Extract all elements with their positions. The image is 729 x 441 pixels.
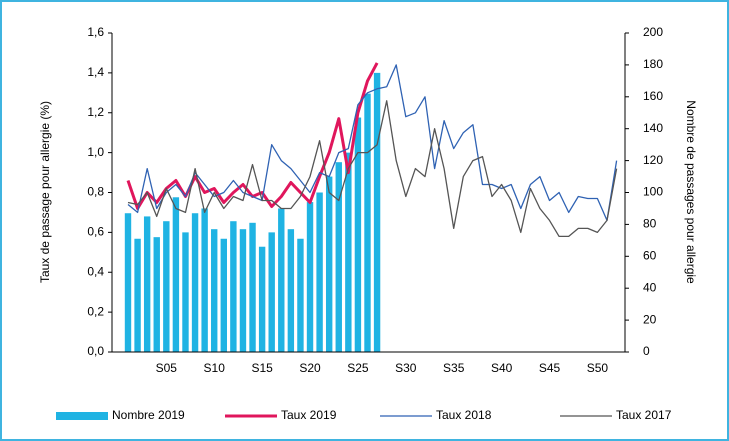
y2-tick-label: 60 — [643, 248, 657, 262]
line — [127, 64, 618, 222]
x-tick-label: S45 — [539, 361, 561, 375]
bar — [153, 237, 160, 352]
line — [127, 100, 618, 238]
x-tick-label: S05 — [156, 361, 178, 375]
y-tick-label: 1,6 — [87, 25, 104, 39]
bar — [239, 229, 247, 352]
y2-tick-label: 180 — [643, 57, 663, 71]
legend-label: Taux 2017 — [616, 408, 672, 422]
bar — [172, 197, 180, 352]
x-tick-label: S20 — [299, 361, 321, 375]
y2-tick-label: 0 — [643, 344, 650, 358]
bar — [325, 176, 333, 352]
bar — [220, 238, 227, 352]
y2-tick-label: 100 — [643, 185, 663, 199]
y2-tick-label: 200 — [643, 25, 663, 39]
y2-tick-label: 80 — [643, 217, 657, 231]
y2-tick-label: 160 — [643, 89, 663, 103]
x-tick-label: S35 — [443, 361, 465, 375]
y-tick-label: 0,6 — [87, 225, 104, 239]
bar — [316, 192, 323, 352]
bar — [335, 162, 342, 352]
x-tick-label: S50 — [587, 361, 609, 375]
bar — [191, 213, 199, 352]
y-tick-label: 0,2 — [87, 304, 104, 318]
legend-label: Taux 2018 — [436, 408, 492, 422]
y2-tick-label: 140 — [643, 121, 663, 135]
bar — [373, 72, 381, 352]
y2-axis-label: Nombre de passages pour allergie — [684, 100, 698, 284]
bar — [201, 208, 208, 352]
bar — [297, 238, 304, 352]
x-tick-label: S15 — [251, 361, 273, 375]
y-tick-label: 1,0 — [87, 145, 104, 159]
bar — [230, 221, 237, 352]
legend-label: Taux 2019 — [281, 408, 337, 422]
bar — [143, 216, 151, 352]
legend-label: Nombre 2019 — [112, 408, 185, 422]
y-tick-label: 1,2 — [87, 105, 104, 119]
bar — [306, 202, 314, 352]
bar — [211, 229, 218, 352]
bar — [182, 232, 189, 352]
y-axis-label: Taux de passage pour allergie (%) — [38, 101, 52, 283]
y-tick-label: 1,4 — [87, 65, 104, 79]
bar — [345, 152, 352, 352]
bar — [134, 238, 141, 352]
y-tick-label: 0,8 — [87, 185, 104, 199]
legend-swatch — [56, 412, 108, 420]
y-tick-label: 0,0 — [87, 344, 104, 358]
y-tick-label: 0,4 — [87, 264, 104, 278]
x-tick-label: S30 — [395, 361, 417, 375]
x-tick-label: S40 — [491, 361, 513, 375]
x-tick-label: S10 — [204, 361, 226, 375]
bar — [124, 213, 132, 352]
x-tick-label: S25 — [347, 361, 369, 375]
bar — [258, 246, 266, 352]
y2-tick-label: 20 — [643, 312, 657, 326]
y2-tick-label: 40 — [643, 280, 657, 294]
bar — [268, 232, 275, 352]
bar — [278, 208, 285, 352]
y2-tick-label: 120 — [643, 153, 663, 167]
bar — [249, 222, 256, 352]
bar — [287, 229, 295, 352]
bar — [163, 221, 170, 352]
bar — [354, 117, 362, 352]
bar — [364, 93, 371, 353]
